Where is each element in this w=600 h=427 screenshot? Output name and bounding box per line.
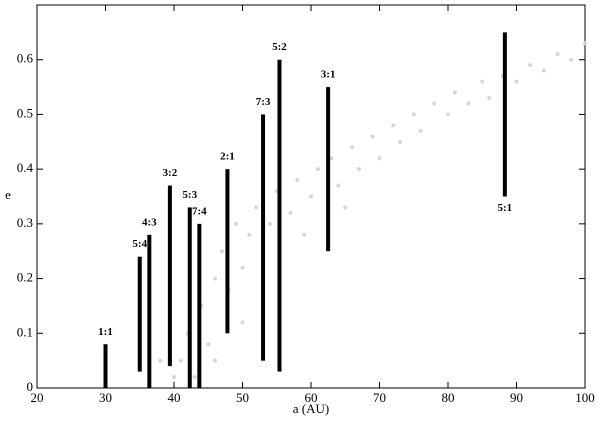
resonance-column [137,256,142,372]
resonance-column [197,223,202,388]
background-point [172,375,176,380]
background-point [247,232,252,237]
background-point [452,90,457,95]
background-point [377,156,382,161]
resonance-column [187,207,192,388]
y-tick-label: 0.3 [17,215,33,230]
background-point [432,101,437,106]
background-point [418,128,423,133]
resonance-column [147,234,152,388]
resonance-column [167,185,172,367]
background-point [192,375,197,380]
background-point [213,276,218,281]
background-point [391,123,396,128]
resonance-column [261,114,266,361]
background-point [288,210,293,215]
x-tick-label: 50 [236,390,249,405]
background-point [528,63,533,68]
resonance-label: 5:2 [272,41,287,53]
x-tick-label: 90 [510,390,523,405]
y-tick-label: 0.5 [17,105,33,120]
resonance-label: 7:3 [256,96,271,108]
background-point [480,79,485,84]
background-point [398,139,403,144]
background-point [213,358,218,363]
resonance-label: 5:1 [498,202,513,214]
background-point [295,178,300,183]
x-tick-label: 40 [168,390,181,405]
background-point [240,320,245,325]
background-point [370,134,375,139]
background-point [233,221,238,226]
background-point [356,167,361,172]
resonance-label: 5:4 [132,238,147,250]
resonance-label: 2:1 [220,151,235,163]
resonance-column [103,344,108,388]
resonance-label: 5:3 [182,189,197,201]
background-point [350,145,355,150]
x-tick-label: 80 [442,390,455,405]
x-tick-label: 30 [99,390,112,405]
background-point [514,79,519,84]
resonance-label: 3:2 [163,167,178,179]
x-tick-label: 60 [305,390,318,405]
background-point [343,205,348,210]
background-point [555,52,560,57]
background-point [219,249,224,254]
y-tick-label: 0.1 [17,324,33,339]
resonance-label: 7:4 [192,205,207,217]
y-tick-label: 0.6 [17,51,34,66]
background-point [240,265,245,270]
background-point [315,167,320,172]
background-point [487,96,492,101]
background-point [446,112,450,117]
background-point [411,112,416,117]
background-point [302,232,307,237]
resonance-label: 3:1 [321,69,336,81]
background-point [569,57,574,62]
resonances: 1:1 5:4 4:3 3:2 5:3 7:4 2:1 7:3 5:2 3:1 5:1 [98,32,512,388]
background-point [583,41,587,46]
background-point [178,358,183,363]
y-tick-label: 0 [27,379,34,394]
x-tick-label: 100 [575,390,595,405]
background-point [329,156,334,161]
background-point [336,183,341,188]
background-point [267,221,272,226]
resonance-label: 1:1 [98,326,113,338]
y-tick-label: 0.2 [17,270,33,285]
x-tick-label: 70 [373,390,386,405]
resonance-column [502,32,507,197]
y-axis-label: e [5,187,11,202]
resonance-column [277,59,282,372]
background-point [541,68,546,73]
resonance-label: 4:3 [142,216,157,228]
resonance-column [225,169,230,334]
background-point [466,101,471,106]
background-point [309,194,313,199]
background-point [206,342,211,347]
background-point [254,205,259,210]
x-axis-label: a (AU) [293,401,329,416]
background-point [158,358,163,363]
x-tick-label: 20 [31,390,44,405]
y-tick-label: 0.4 [17,160,34,175]
resonance-column [326,87,331,252]
